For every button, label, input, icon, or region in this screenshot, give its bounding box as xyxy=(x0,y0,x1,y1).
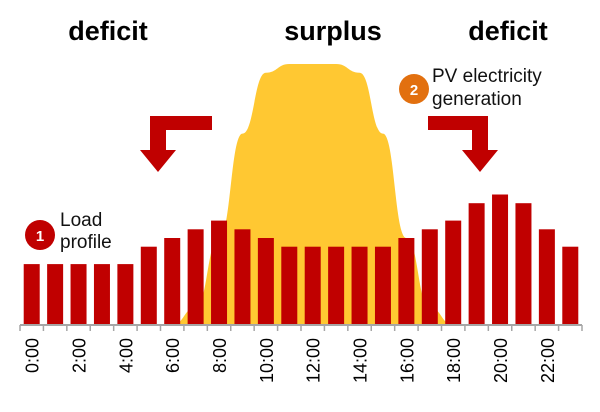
pv-badge-icon xyxy=(399,74,429,104)
load-bar-1700 xyxy=(421,229,438,325)
x-tick-label: 8:00 xyxy=(210,338,230,373)
load-bar-1000 xyxy=(257,238,274,325)
pv-generation-area xyxy=(31,64,571,325)
x-tick-label: 10:00 xyxy=(257,338,277,383)
load-bar-1100 xyxy=(281,246,298,325)
load-bar-1300 xyxy=(328,246,345,325)
x-tick-label: 6:00 xyxy=(163,338,183,373)
load-bar-2300 xyxy=(562,246,579,325)
load-bar-2000 xyxy=(492,194,509,325)
load-bar-2200 xyxy=(538,229,555,325)
load-badge-number: 1 xyxy=(36,228,44,245)
load-bar-1200 xyxy=(304,246,321,325)
load-bars xyxy=(23,194,579,325)
load-bar-600 xyxy=(164,238,181,325)
heading-deficit-right: deficit xyxy=(468,16,548,46)
x-tick-label: 2:00 xyxy=(70,338,90,373)
x-tick-label: 22:00 xyxy=(538,338,558,383)
load-bar-200 xyxy=(70,264,87,325)
load-label-line2: profile xyxy=(60,232,112,253)
heading-surplus: surplus xyxy=(284,16,382,46)
load-bar-1600 xyxy=(398,238,415,325)
x-tick-labels: 0:00 2:00 4:00 6:00 8:00 10:00 12:00 14:00 16:00… xyxy=(23,338,558,383)
load-bar-2100 xyxy=(515,203,532,325)
pv-badge-number: 2 xyxy=(410,82,418,99)
load-bar-500 xyxy=(140,246,157,325)
load-bar-400 xyxy=(117,264,134,325)
x-tick-label: 4:00 xyxy=(116,338,136,373)
arrow-right-icon xyxy=(428,116,498,172)
x-tick-label: 12:00 xyxy=(304,338,324,383)
load-bar-800 xyxy=(211,220,228,325)
load-label-line1: Load xyxy=(60,210,102,231)
x-tick-label: 0:00 xyxy=(23,338,43,373)
pv-label-line2: generation xyxy=(432,89,522,110)
load-bar-100 xyxy=(47,264,64,325)
load-bar-000 xyxy=(23,264,40,325)
load-bar-900 xyxy=(234,229,251,325)
x-axis xyxy=(19,324,583,331)
load-bar-700 xyxy=(187,229,204,325)
heading-deficit-left: deficit xyxy=(68,16,148,46)
x-tick-label: 14:00 xyxy=(351,338,371,383)
load-bar-1400 xyxy=(351,246,368,325)
load-bar-1500 xyxy=(374,246,391,325)
x-tick-label: 18:00 xyxy=(444,338,464,383)
load-bar-1800 xyxy=(445,220,462,325)
x-tick-label: 16:00 xyxy=(397,338,417,383)
load-bar-300 xyxy=(93,264,110,325)
pv-label-line1: PV electricity xyxy=(432,66,542,87)
x-tick-label: 20:00 xyxy=(491,338,511,383)
load-bar-1900 xyxy=(468,203,485,325)
arrow-left-icon xyxy=(140,116,212,172)
load-badge-icon xyxy=(25,220,55,250)
